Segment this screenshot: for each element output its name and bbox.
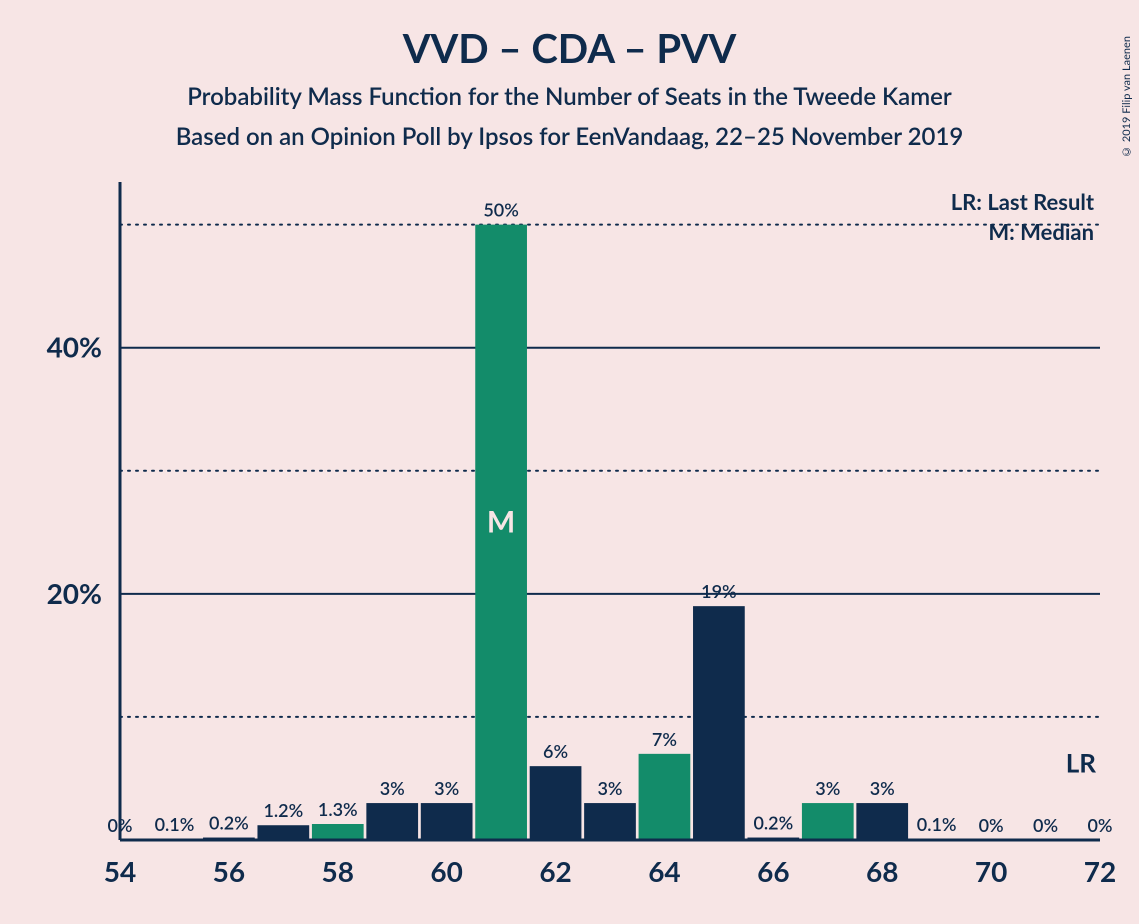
x-tick-label: 58 bbox=[322, 854, 354, 888]
bar-value-label: 6% bbox=[543, 740, 568, 762]
x-tick-label: 68 bbox=[866, 854, 898, 888]
x-tick-label: 66 bbox=[757, 854, 789, 888]
bar-value-label: 0% bbox=[1033, 814, 1058, 836]
bar-value-label: 3% bbox=[815, 777, 840, 799]
bar-value-label: 1.2% bbox=[263, 799, 303, 821]
bar bbox=[366, 803, 418, 840]
bar-value-label: 0.2% bbox=[753, 812, 793, 834]
bar bbox=[639, 754, 691, 840]
x-tick-label: 70 bbox=[975, 854, 1007, 888]
bar-value-label: 1.3% bbox=[318, 798, 358, 820]
x-tick-label: 62 bbox=[539, 854, 571, 888]
legend-lr: LR: Last Result bbox=[951, 188, 1095, 215]
bar-value-label: 19% bbox=[701, 580, 736, 602]
x-tick-label: 64 bbox=[648, 854, 680, 888]
bar-value-label: 3% bbox=[597, 777, 622, 799]
legend-m: M: Median bbox=[988, 218, 1094, 245]
bar-value-label: 3% bbox=[380, 777, 405, 799]
bar-value-label: 0.1% bbox=[917, 813, 957, 835]
bar bbox=[312, 824, 364, 840]
lr-marker: LR bbox=[1066, 746, 1097, 778]
x-tick-label: 60 bbox=[430, 854, 462, 888]
bar-value-label: 7% bbox=[652, 728, 677, 750]
bar bbox=[584, 803, 636, 840]
y-tick-label: 20% bbox=[47, 576, 102, 610]
bar-value-label: 0.2% bbox=[209, 812, 249, 834]
x-tick-label: 54 bbox=[104, 854, 136, 888]
x-tick-label: 56 bbox=[213, 854, 245, 888]
bar bbox=[257, 825, 309, 840]
y-tick-label: 40% bbox=[47, 330, 102, 364]
x-tick-label: 72 bbox=[1084, 854, 1116, 888]
bar-value-label: 50% bbox=[483, 199, 518, 221]
bar-value-label: 0% bbox=[1087, 814, 1112, 836]
bar bbox=[530, 766, 582, 840]
bar-value-label: 0% bbox=[979, 814, 1004, 836]
pmf-bar-chart: 0% 0.1% 0.2% 1.2% 1.3% 3% 3% 50% 6% 3% 7% 19% 0.2% 3%… bbox=[0, 0, 1139, 924]
bar-value-label: 0.1% bbox=[155, 813, 195, 835]
bar bbox=[421, 803, 473, 840]
bar-value-label: 3% bbox=[870, 777, 895, 799]
median-marker: M bbox=[487, 503, 515, 539]
bar bbox=[856, 803, 908, 840]
bar bbox=[802, 803, 854, 840]
bar bbox=[693, 606, 745, 840]
bar-value-label: 3% bbox=[434, 777, 459, 799]
